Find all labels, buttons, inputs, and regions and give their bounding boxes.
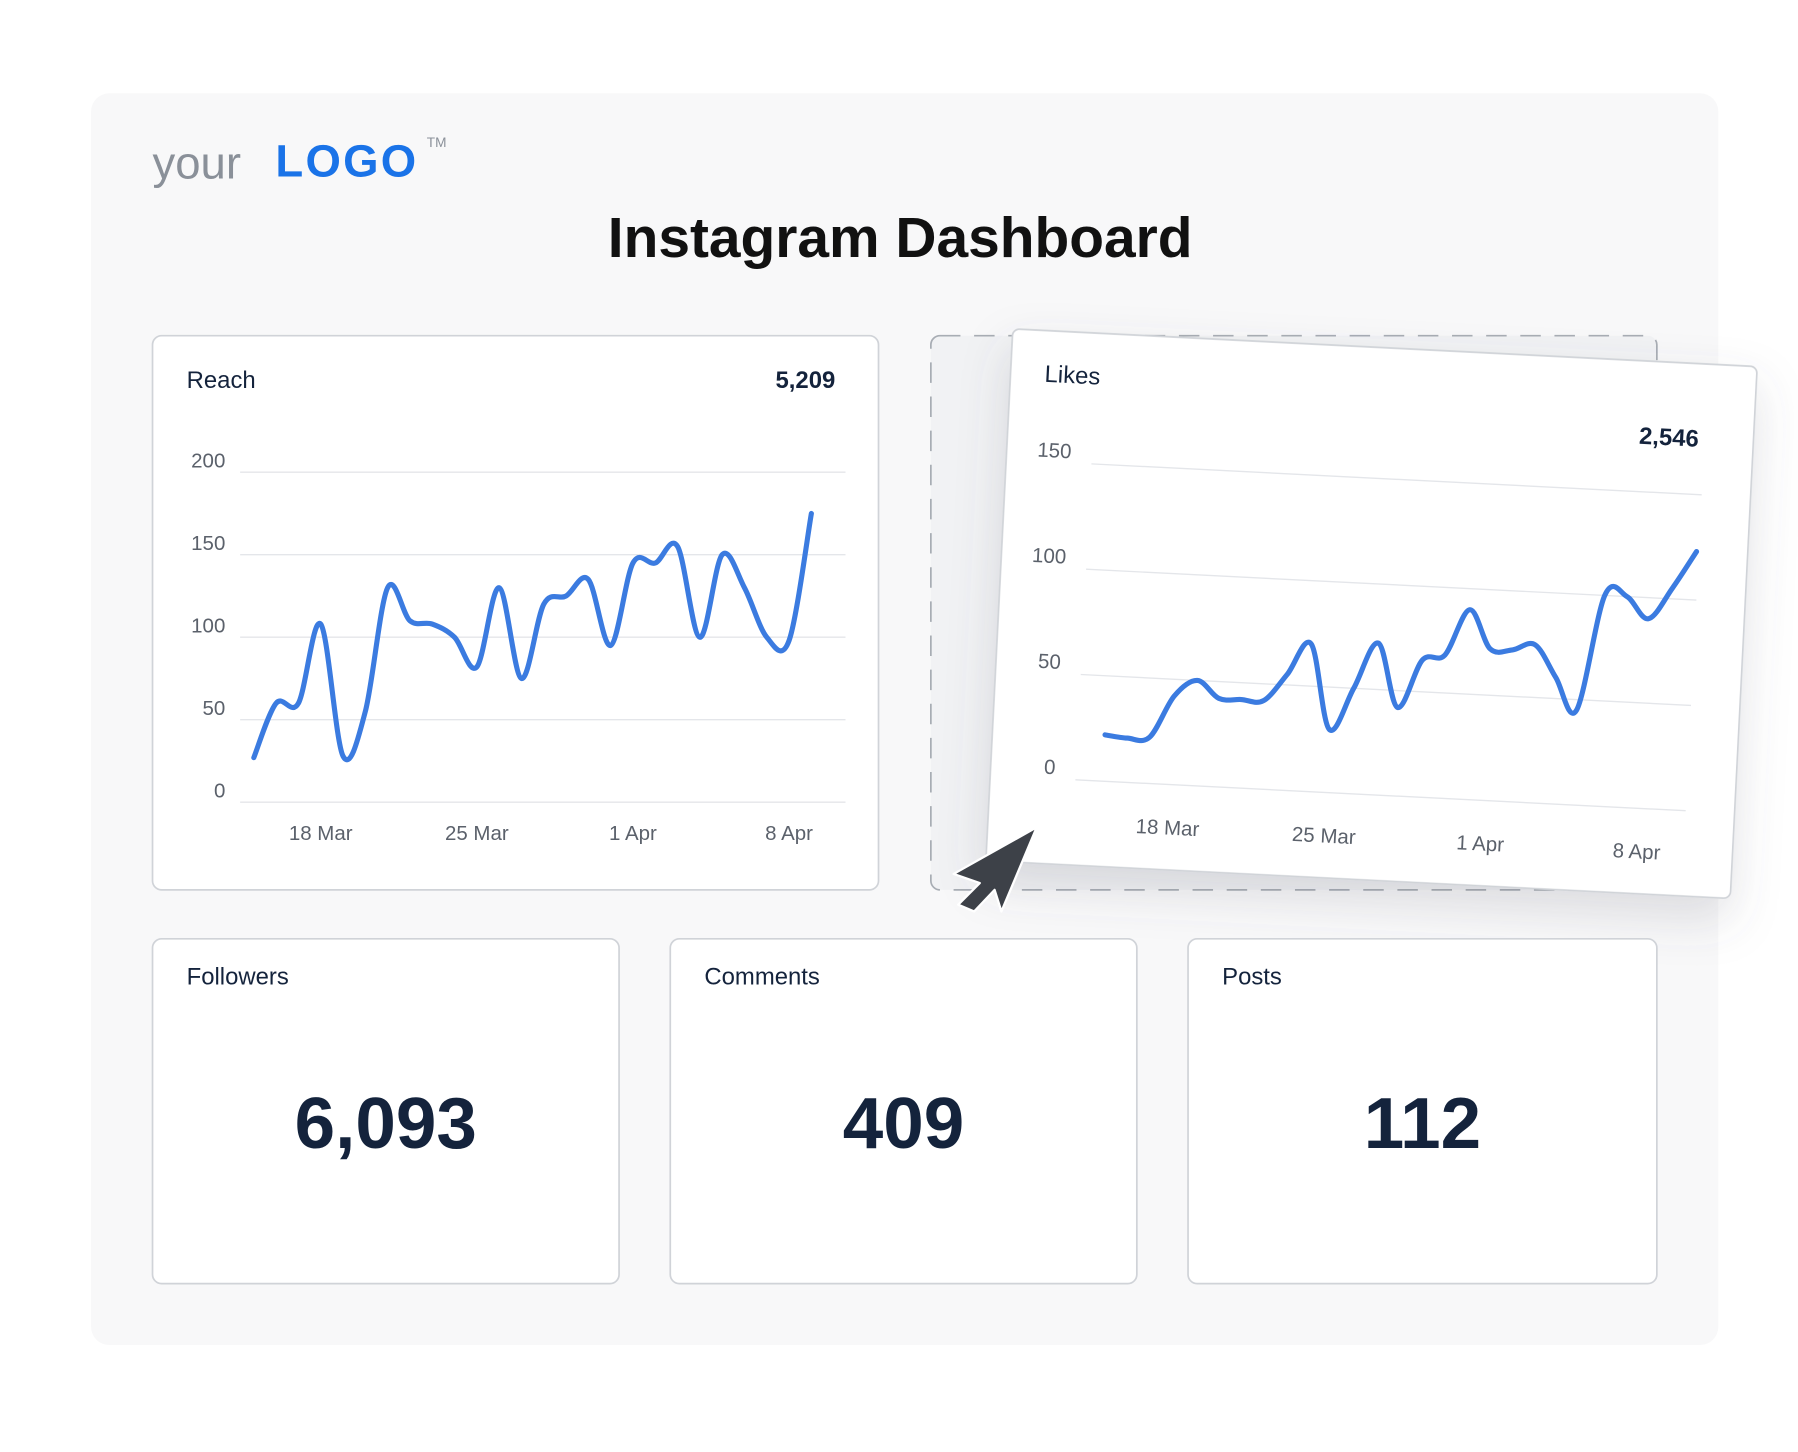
y-tick-label: 150	[1037, 439, 1072, 464]
kpi-label: Comments	[704, 963, 819, 990]
grid-line	[1091, 463, 1702, 496]
kpi-card	[669, 937, 1138, 1285]
reach-card	[151, 334, 880, 891]
likes-card[interactable]	[985, 328, 1758, 899]
y-tick-label: 100	[1031, 544, 1066, 569]
x-tick-label: 25 Mar	[1291, 823, 1356, 849]
page-title: Instagram Dashboard	[608, 206, 1193, 270]
y-tick-label: 200	[191, 450, 225, 473]
logo-prefix: your	[153, 138, 242, 189]
kpi-label: Followers	[187, 963, 289, 990]
x-tick-label: 25 Mar	[445, 822, 509, 845]
y-tick-label: 0	[214, 780, 225, 803]
y-tick-label: 0	[1044, 756, 1057, 780]
likes-card-group[interactable]: Likes 2,546 0 50 100 150 18 Mar 25 Mar 1 Apr 8 Ap…	[985, 328, 1758, 899]
y-tick-label: 50	[1038, 650, 1062, 674]
card-title: Reach	[187, 367, 256, 394]
x-tick-label: 1 Apr	[1456, 831, 1505, 856]
card-total: 2,546	[1638, 423, 1699, 453]
kpi-card	[151, 937, 620, 1285]
x-tick-label: 18 Mar	[1135, 815, 1200, 841]
y-tick-label: 150	[191, 532, 225, 555]
grid-line	[1086, 568, 1697, 601]
kpi-value: 112	[1364, 1083, 1481, 1164]
card-total: 5,209	[776, 367, 836, 394]
likes-chart: Likes 2,546 0 50 100 150 18 Mar 25 Mar 1 Apr 8 Ap…	[1031, 361, 1702, 865]
x-tick-label: 8 Apr	[1612, 839, 1661, 864]
y-tick-label: 50	[203, 697, 226, 720]
logo-brand: LOGO	[275, 135, 418, 186]
data-line	[1102, 548, 1700, 744]
x-tick-label: 1 Apr	[609, 822, 657, 845]
kpi-row: Followers 6,093 Comments 409 Posts 112	[151, 937, 1658, 1285]
grid-line	[1075, 779, 1686, 812]
x-tick-label: 8 Apr	[765, 822, 813, 845]
x-tick-label: 18 Mar	[289, 822, 353, 845]
kpi-value: 6,093	[295, 1083, 477, 1164]
card-title: Likes	[1044, 361, 1101, 391]
kpi-card	[1187, 937, 1658, 1285]
kpi-label: Posts	[1222, 963, 1282, 990]
logo-mark: TM	[427, 135, 447, 150]
y-tick-label: 100	[191, 615, 225, 638]
cursor	[952, 826, 1038, 913]
grid-line	[1080, 673, 1692, 707]
data-line	[251, 510, 814, 763]
kpi-value: 409	[843, 1083, 964, 1164]
reach-chart: Reach 5,209 0 50 100 150 200 18 Mar 25 Mar 1 Apr 8…	[187, 367, 846, 845]
